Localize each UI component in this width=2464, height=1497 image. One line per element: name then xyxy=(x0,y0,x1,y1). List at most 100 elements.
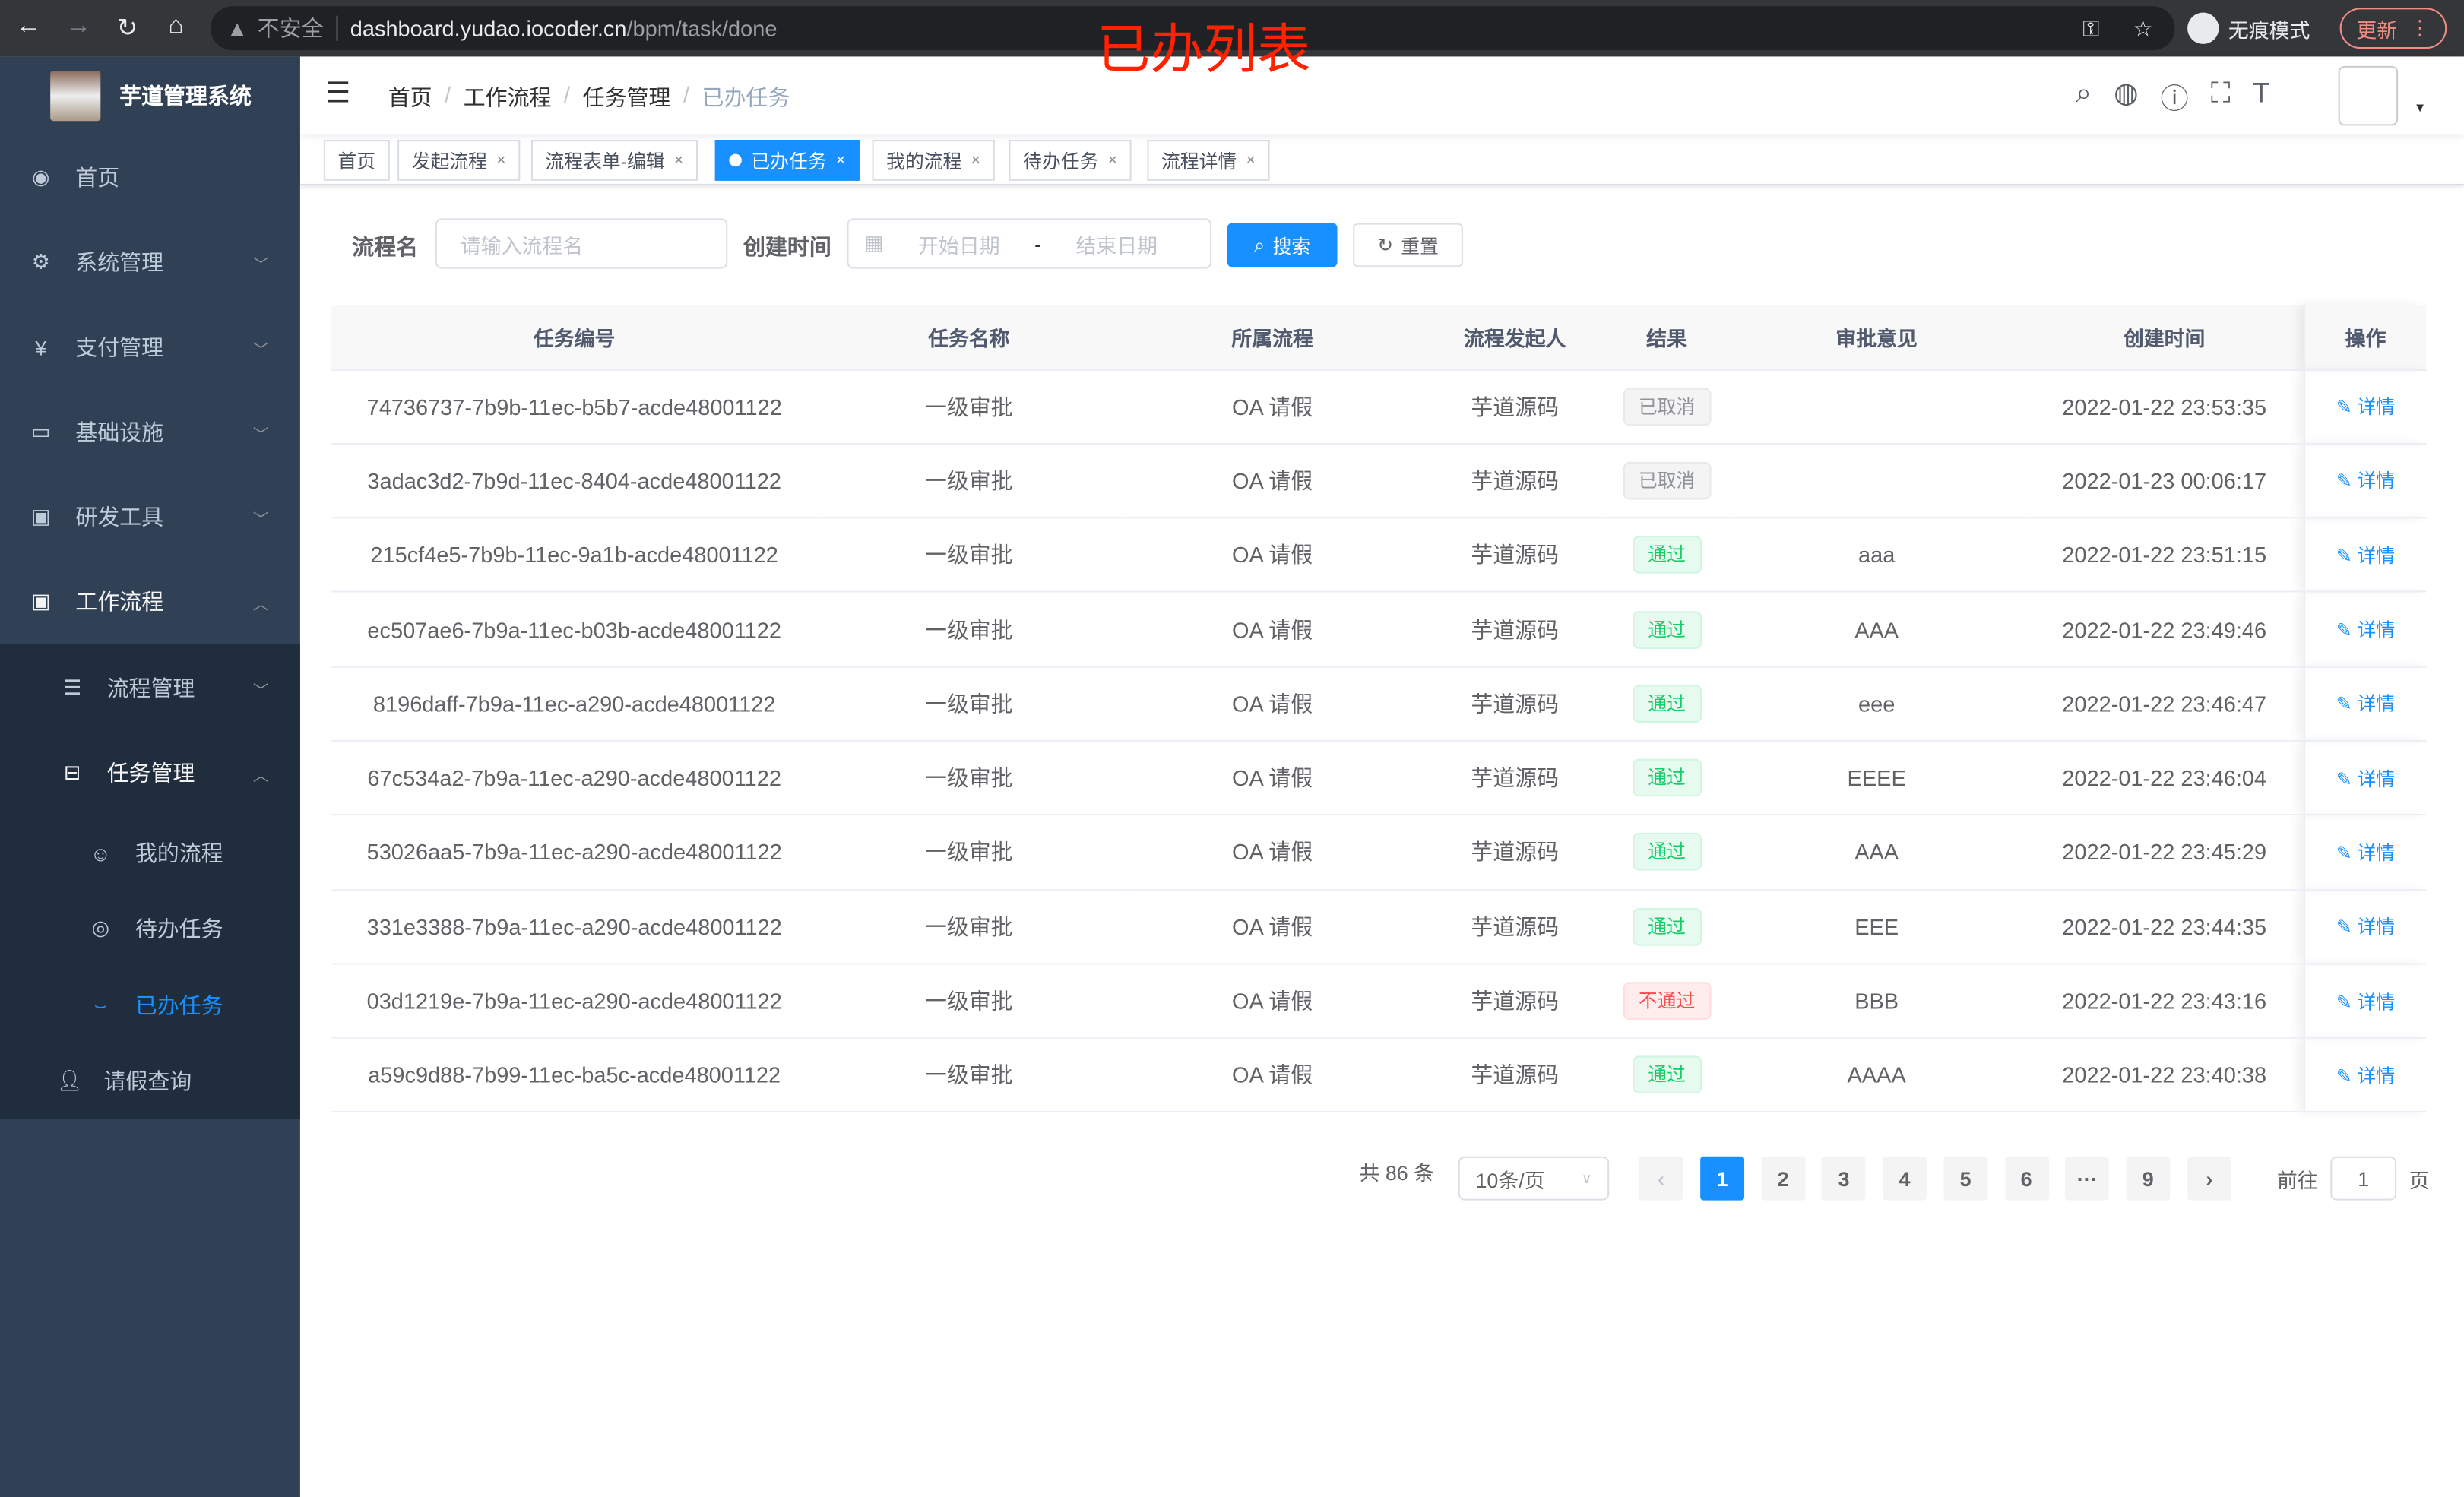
start-date[interactable]: 开始日期 xyxy=(918,233,1000,258)
range-separator: - xyxy=(1034,231,1042,255)
sidebar-item-infra[interactable]: ▭ 基础设施 ﹀ xyxy=(0,390,300,475)
goto-input[interactable]: 1 xyxy=(2330,1156,2397,1201)
home-icon[interactable]: ⌂ xyxy=(168,12,184,40)
font-size-icon[interactable]: T xyxy=(2252,77,2270,109)
table-cell: 芋道源码 xyxy=(1424,666,1606,742)
table-cell: 2022-01-23 00:06:17 xyxy=(2025,443,2304,519)
sidebar-item-leave[interactable]: 👤︎ 请假查询 xyxy=(0,1043,300,1119)
table-cell: OA 请假 xyxy=(1120,592,1424,668)
avatar[interactable] xyxy=(2338,65,2399,126)
star-icon[interactable]: ☆ xyxy=(2133,14,2153,40)
sidebar-item-todo[interactable]: ◎ 待办任务 xyxy=(0,891,300,966)
forward-icon[interactable]: → xyxy=(65,12,91,40)
sidebar-item-pay[interactable]: ¥ 支付管理 ﹀ xyxy=(0,305,300,390)
sidebar-item-process-manage[interactable]: ☰ 流程管理 ﹀ xyxy=(0,646,300,731)
page-button[interactable]: 2 xyxy=(1761,1156,1806,1201)
tag-process-detail[interactable]: 流程详情 × xyxy=(1147,140,1270,181)
tag-todo[interactable]: 待办任务 × xyxy=(1009,140,1132,181)
page-button[interactable]: 5 xyxy=(1943,1156,1988,1201)
tag-form-edit[interactable]: 流程表单-编辑 × xyxy=(530,140,698,181)
detail-link[interactable]: ✎ 详情 xyxy=(2336,991,2395,1013)
close-icon[interactable]: × xyxy=(971,151,980,169)
update-button[interactable]: 更新 ⋮ xyxy=(2339,8,2447,49)
menu-label: 任务管理 xyxy=(106,760,195,786)
detail-link[interactable]: ✎ 详情 xyxy=(2336,1065,2395,1087)
breadcrumb-item[interactable]: 首页 xyxy=(388,84,432,110)
breadcrumb-item[interactable]: 工作流程 xyxy=(463,84,552,110)
column-header: 所属流程 xyxy=(1120,305,1424,370)
table-cell: OA 请假 xyxy=(1120,964,1424,1040)
fullscreen-icon[interactable]: ⛶ xyxy=(2210,77,2231,109)
tag-label: 流程详情 xyxy=(1161,150,1237,172)
detail-link[interactable]: ✎ 详情 xyxy=(2336,470,2395,492)
table-cell: EEEE xyxy=(1728,740,2025,816)
page-button[interactable]: 9 xyxy=(2126,1156,2171,1201)
page-button[interactable]: 3 xyxy=(1822,1156,1867,1201)
hamburger-icon[interactable]: ☰ xyxy=(325,77,351,109)
close-icon[interactable]: × xyxy=(496,151,506,169)
next-page-button[interactable]: › xyxy=(2187,1156,2231,1201)
sidebar-item-my-process[interactable]: ☺ 我的流程 xyxy=(0,815,300,891)
page-button[interactable]: ··· xyxy=(2065,1156,2110,1201)
reset-button[interactable]: ↻ 重置 xyxy=(1353,223,1463,267)
sidebar-item-done[interactable]: ⌣ 已办任务 xyxy=(0,968,300,1043)
detail-link[interactable]: ✎ 详情 xyxy=(2336,842,2395,864)
table-cell: 2022-01-22 23:53:35 xyxy=(2025,369,2304,445)
table-cell xyxy=(1728,369,2025,445)
detail-link[interactable]: ✎ 详情 xyxy=(2336,767,2395,790)
caret-down-icon[interactable]: ▼ xyxy=(2413,100,2427,115)
sidebar-item-devtools[interactable]: ▣ 研发工具 ﹀ xyxy=(0,474,300,559)
page-size-select[interactable]: 10条/页 ∨ xyxy=(1458,1156,1610,1201)
sidebar-item-workflow[interactable]: ▣ 工作流程 ︿ xyxy=(0,559,300,644)
tag-done-task[interactable]: 已办任务 × xyxy=(714,140,860,181)
detail-link[interactable]: ✎ 详情 xyxy=(2336,693,2395,715)
tag-home[interactable]: 首页 xyxy=(323,140,390,181)
search-button[interactable]: ⌕ 搜索 xyxy=(1227,223,1338,267)
close-icon[interactable]: × xyxy=(835,151,846,169)
close-icon[interactable]: × xyxy=(1107,151,1117,169)
detail-link[interactable]: ✎ 详情 xyxy=(2336,619,2395,641)
table-cell: 67c534a2-7b9a-11ec-a290-acde48001122 xyxy=(331,740,818,816)
detail-label: 详情 xyxy=(2357,396,2396,419)
logo-image xyxy=(50,71,101,122)
process-name-input[interactable]: 请输入流程名 xyxy=(435,218,728,269)
table-cell: OA 请假 xyxy=(1120,517,1424,593)
page-button[interactable]: 1 xyxy=(1700,1156,1745,1201)
sidebar-item-home[interactable]: ◉ 首页 xyxy=(0,135,300,220)
close-icon[interactable]: × xyxy=(674,151,684,169)
end-date[interactable]: 结束日期 xyxy=(1075,233,1158,258)
reload-icon[interactable]: ↻ xyxy=(116,15,138,43)
prev-page-button[interactable]: ‹ xyxy=(1639,1156,1683,1201)
table-cell: ✎ 详情 xyxy=(2303,889,2427,965)
detail-link[interactable]: ✎ 详情 xyxy=(2336,545,2395,567)
page-button[interactable]: 6 xyxy=(2004,1156,2049,1201)
menu-label: 研发工具 xyxy=(75,504,164,530)
address-bar[interactable]: ▲ 不安全 dashboard.yudao.iocoder.cn/bpm/tas… xyxy=(211,6,2175,51)
detail-link[interactable]: ✎ 详情 xyxy=(2336,916,2395,938)
sidebar-item-task-manage[interactable]: ⊟ 任务管理 ︿ xyxy=(0,730,300,815)
chevron-down-icon: ∨ xyxy=(1581,1169,1592,1186)
date-range-picker[interactable]: ▦ 开始日期 - 结束日期 xyxy=(847,218,1212,269)
result-badge: 通过 xyxy=(1632,758,1702,797)
detail-link[interactable]: ✎ 详情 xyxy=(2336,396,2395,418)
table-cell: 03d1219e-7b9a-11ec-a290-acde48001122 xyxy=(331,964,818,1040)
chevron-down-icon: ﹀ xyxy=(252,341,269,359)
page-button[interactable]: 4 xyxy=(1883,1156,1927,1201)
table-cell: OA 请假 xyxy=(1120,889,1424,965)
tag-start-process[interactable]: 发起流程 × xyxy=(397,140,521,181)
help-icon[interactable]: ⓘ xyxy=(2160,83,2189,115)
menu-label: 基础设施 xyxy=(75,419,164,445)
close-icon[interactable]: × xyxy=(1246,151,1256,169)
logo[interactable]: 芋道管理系统 xyxy=(0,56,300,135)
search-icon[interactable]: ⌕ xyxy=(2076,77,2092,109)
sidebar-item-system[interactable]: ⚙ 系统管理 ﹀ xyxy=(0,220,300,305)
breadcrumb-item[interactable]: 任务管理 xyxy=(582,84,671,110)
page-size-value: 10条/页 xyxy=(1475,1168,1545,1192)
key-icon[interactable]: ⚿ xyxy=(2082,14,2100,40)
incognito-indicator[interactable]: 无痕模式 xyxy=(2187,9,2310,47)
table-cell: 53026aa5-7b9a-11ec-a290-acde48001122 xyxy=(331,815,818,891)
github-icon[interactable]: ◍ xyxy=(2114,77,2139,109)
tag-my-process[interactable]: 我的流程 × xyxy=(872,140,995,181)
back-icon[interactable]: ← xyxy=(15,12,41,40)
table-row: 03d1219e-7b9a-11ec-a290-acde48001122 一级审批… xyxy=(331,964,2427,1040)
